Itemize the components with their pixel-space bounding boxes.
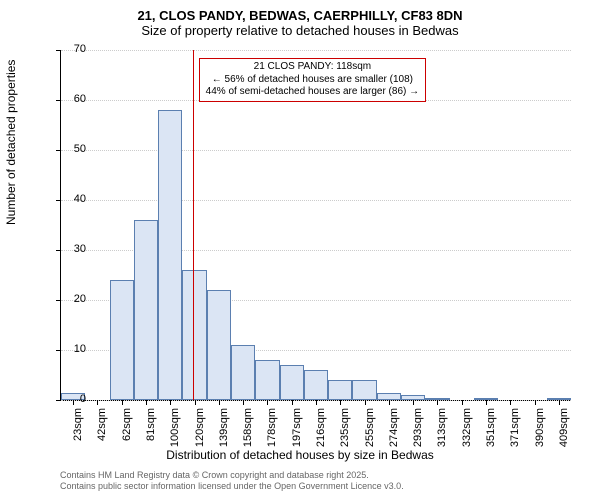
histogram-bar bbox=[207, 290, 231, 400]
xtick-mark bbox=[535, 400, 536, 405]
chart-title-main: 21, CLOS PANDY, BEDWAS, CAERPHILLY, CF83… bbox=[0, 0, 600, 23]
plot-area: 21 CLOS PANDY: 118sqm← 56% of detached h… bbox=[60, 50, 571, 401]
ytick-label: 0 bbox=[58, 393, 86, 405]
xtick-mark bbox=[267, 400, 268, 405]
ytick-label: 10 bbox=[58, 343, 86, 355]
y-axis-label: Number of detached properties bbox=[4, 60, 18, 225]
gridline bbox=[61, 50, 571, 51]
xtick-label: 23sqm bbox=[72, 408, 84, 450]
histogram-bar bbox=[158, 110, 182, 400]
xtick-mark bbox=[559, 400, 560, 405]
xtick-mark bbox=[389, 400, 390, 405]
xtick-mark bbox=[365, 400, 366, 405]
histogram-bar bbox=[304, 370, 328, 400]
xtick-label: 313sqm bbox=[436, 408, 448, 450]
chart-container: 21, CLOS PANDY, BEDWAS, CAERPHILLY, CF83… bbox=[0, 0, 600, 500]
xtick-label: 371sqm bbox=[509, 408, 521, 450]
histogram-bar bbox=[280, 365, 304, 400]
chart-title-sub: Size of property relative to detached ho… bbox=[0, 23, 600, 42]
xtick-label: 62sqm bbox=[121, 408, 133, 450]
xtick-mark bbox=[97, 400, 98, 405]
xtick-label: 255sqm bbox=[364, 408, 376, 450]
xtick-label: 197sqm bbox=[291, 408, 303, 450]
xtick-label: 293sqm bbox=[412, 408, 424, 450]
annotation-line: 21 CLOS PANDY: 118sqm bbox=[206, 61, 419, 74]
xtick-label: 158sqm bbox=[242, 408, 254, 450]
xtick-label: 178sqm bbox=[266, 408, 278, 450]
xtick-mark bbox=[510, 400, 511, 405]
ytick-label: 50 bbox=[58, 143, 86, 155]
annotation-line: ← 56% of detached houses are smaller (10… bbox=[206, 74, 419, 87]
xtick-label: 409sqm bbox=[558, 408, 570, 450]
xtick-mark bbox=[292, 400, 293, 405]
annotation-line: 44% of semi-detached houses are larger (… bbox=[206, 86, 419, 99]
gridline bbox=[61, 200, 571, 201]
footer-attribution: Contains HM Land Registry data © Crown c… bbox=[60, 470, 404, 492]
xtick-label: 100sqm bbox=[169, 408, 181, 450]
annotation-box: 21 CLOS PANDY: 118sqm← 56% of detached h… bbox=[199, 58, 426, 102]
histogram-bar bbox=[377, 393, 401, 401]
xtick-mark bbox=[486, 400, 487, 405]
xtick-mark bbox=[437, 400, 438, 405]
gridline bbox=[61, 150, 571, 151]
xtick-mark bbox=[413, 400, 414, 405]
ytick-label: 60 bbox=[58, 93, 86, 105]
histogram-bar bbox=[352, 380, 376, 400]
xtick-label: 235sqm bbox=[339, 408, 351, 450]
ytick-label: 20 bbox=[58, 293, 86, 305]
xtick-label: 390sqm bbox=[534, 408, 546, 450]
xtick-label: 332sqm bbox=[461, 408, 473, 450]
xtick-label: 81sqm bbox=[145, 408, 157, 450]
histogram-bar bbox=[134, 220, 158, 400]
ytick-label: 40 bbox=[58, 193, 86, 205]
x-axis-label: Distribution of detached houses by size … bbox=[0, 448, 600, 462]
xtick-label: 216sqm bbox=[315, 408, 327, 450]
xtick-mark bbox=[462, 400, 463, 405]
histogram-bar bbox=[255, 360, 279, 400]
reference-line bbox=[193, 50, 194, 400]
xtick-mark bbox=[170, 400, 171, 405]
xtick-mark bbox=[316, 400, 317, 405]
histogram-bar bbox=[110, 280, 134, 400]
xtick-label: 120sqm bbox=[194, 408, 206, 450]
histogram-bar bbox=[182, 270, 206, 400]
xtick-mark bbox=[122, 400, 123, 405]
ytick-label: 70 bbox=[58, 43, 86, 55]
footer-line2: Contains public sector information licen… bbox=[60, 481, 404, 492]
xtick-mark bbox=[195, 400, 196, 405]
ytick-label: 30 bbox=[58, 243, 86, 255]
footer-line1: Contains HM Land Registry data © Crown c… bbox=[60, 470, 404, 481]
xtick-mark bbox=[146, 400, 147, 405]
xtick-mark bbox=[243, 400, 244, 405]
xtick-label: 42sqm bbox=[96, 408, 108, 450]
xtick-label: 351sqm bbox=[485, 408, 497, 450]
xtick-label: 274sqm bbox=[388, 408, 400, 450]
xtick-label: 139sqm bbox=[218, 408, 230, 450]
histogram-bar bbox=[328, 380, 352, 400]
xtick-mark bbox=[340, 400, 341, 405]
xtick-mark bbox=[219, 400, 220, 405]
histogram-bar bbox=[231, 345, 255, 400]
